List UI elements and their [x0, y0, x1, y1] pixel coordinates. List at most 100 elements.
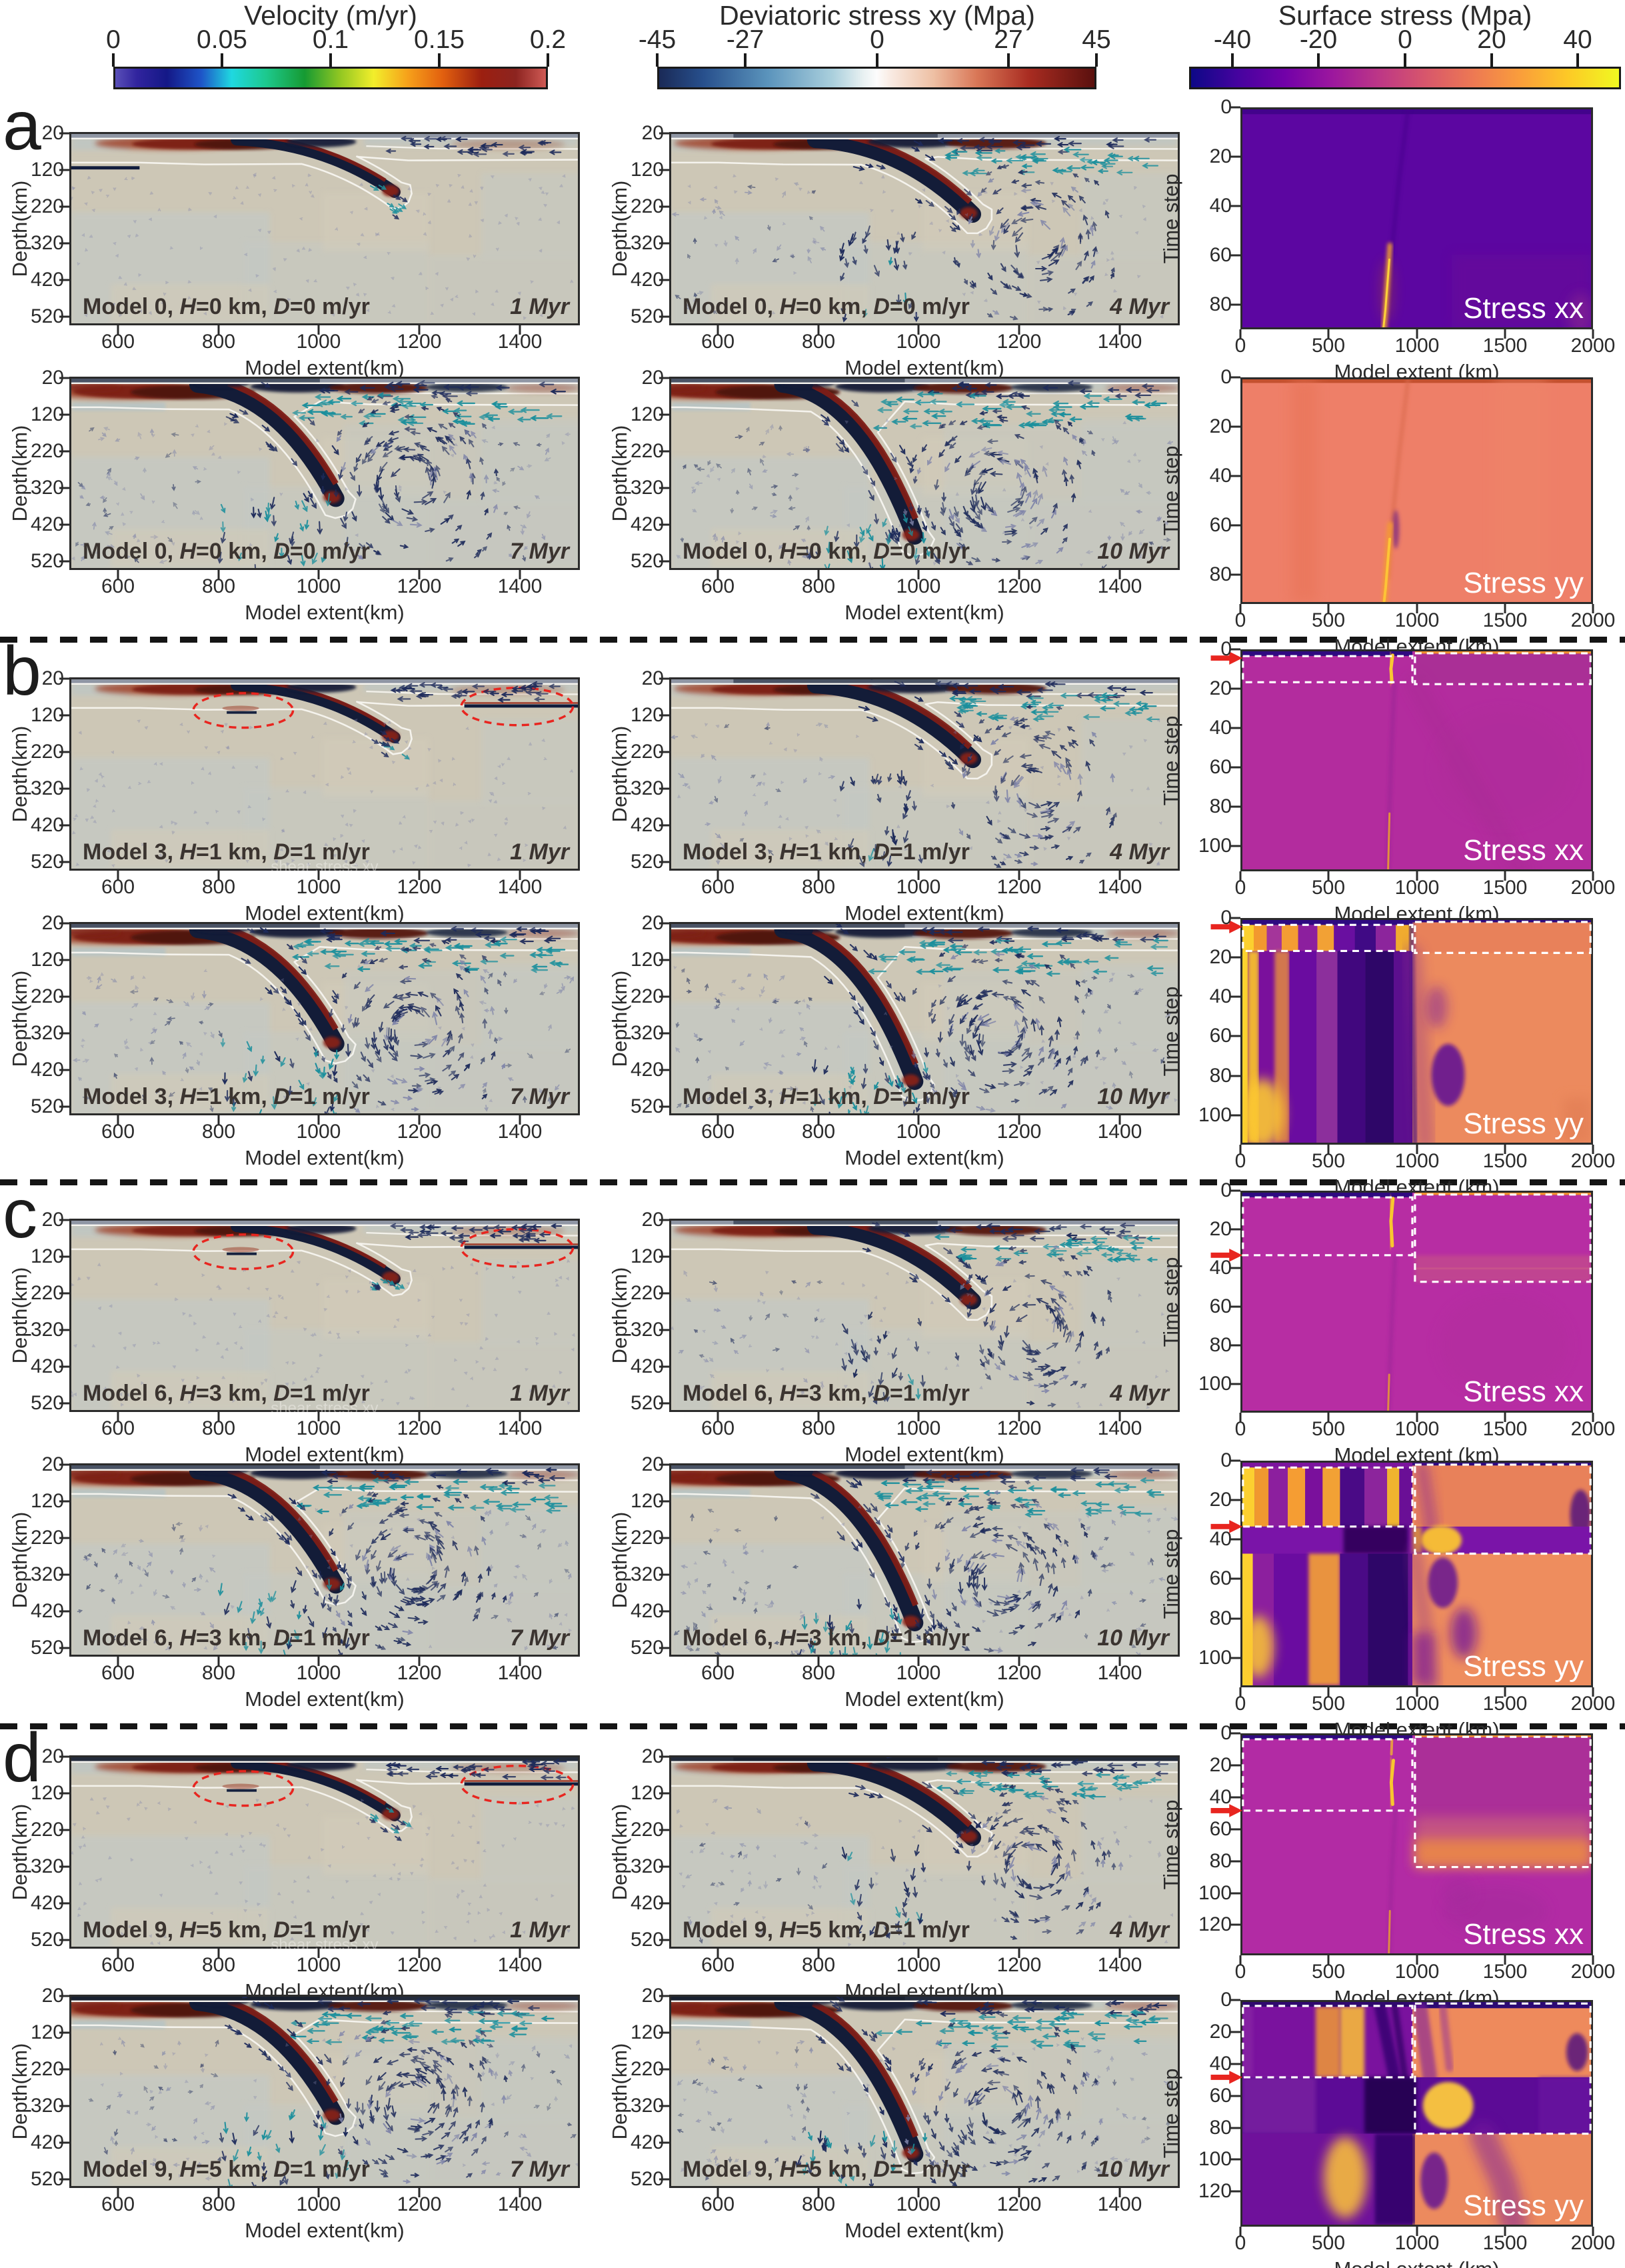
cross-panel-c-7Myr[interactable]: Depth(km) Model 6, H=3 km, D=1 m/yr 7 My… — [8, 1453, 580, 1711]
y-tick-mark — [1230, 254, 1240, 257]
model-label: Model 3, H=1 km, D=1 m/yr — [83, 1084, 370, 1110]
y-tick-label: 420 — [630, 1600, 664, 1622]
y-tick-mark — [1230, 1657, 1240, 1659]
y-tick-label: 320 — [630, 777, 664, 799]
y-tick-mark — [1230, 727, 1240, 729]
model-d-value: =0 m/yr — [289, 294, 370, 319]
cross-panel-a-10Myr[interactable]: Depth(km) Model 0, H=0 km, D=0 m/yr 10 M… — [608, 367, 1180, 624]
model-d-symbol: D — [873, 539, 890, 564]
x-tick-mark — [117, 570, 119, 579]
colorbar-title: Deviatoric stress xy (Mpa) — [719, 0, 1035, 31]
x-tick-label: 0 — [1234, 2232, 1246, 2254]
y-tick-label: 20 — [1209, 2021, 1232, 2043]
y-axis-label: Time step — [1159, 986, 1182, 1077]
y-tick-label: 40 — [1209, 465, 1232, 487]
cross-panel-a-7Myr[interactable]: Depth(km) Model 0, H=0 km, D=0 m/yr 7 My… — [8, 367, 580, 624]
y-tick-label: 120 — [630, 159, 664, 181]
cross-panel-c-4Myr[interactable]: Depth(km) Model 6, H=3 km, D=1 m/yr 4 My… — [608, 1209, 1180, 1466]
y-tick-label: 120 — [630, 949, 664, 971]
y-tick-label: 520 — [630, 550, 664, 572]
colorbar-tick-label: 45 — [1082, 25, 1111, 54]
y-tick-mark — [59, 279, 69, 281]
cross-panel-b-10Myr[interactable]: Depth(km) Model 3, H=1 km, D=1 m/yr 10 M… — [608, 912, 1180, 1169]
y-tick-mark — [59, 2068, 69, 2071]
y-tick-mark — [659, 1255, 669, 1258]
cross-panel-c-10Myr[interactable]: Depth(km) Model 6, H=3 km, D=1 m/yr 10 M… — [608, 1453, 1180, 1711]
y-tick-label: 40 — [1209, 1786, 1232, 1808]
x-tick-label: 0 — [1234, 1693, 1246, 1715]
x-tick-mark — [1416, 329, 1418, 339]
model-prefix: Model 0, — [83, 294, 180, 319]
model-h-symbol: H — [779, 2157, 797, 2182]
colorbar-velocity: Velocity (m/yr) 0 0.05 0.1 0.15 0.2 — [0, 0, 1625, 93]
y-tick-mark — [659, 1402, 669, 1405]
watermark-text: shear stress xy — [271, 1937, 379, 1949]
x-tick-mark — [117, 1657, 119, 1666]
x-axis-label: Model extent(km) — [245, 601, 405, 624]
y-tick-mark — [1230, 1923, 1240, 1926]
y-tick-label: 20 — [41, 912, 64, 934]
cross-panel-d-10Myr[interactable]: Depth(km) Model 9, H=5 km, D=1 m/yr 10 M… — [608, 1985, 1180, 2242]
y-tick-label: 520 — [30, 851, 64, 873]
x-tick-label: 0 — [1234, 1150, 1246, 1172]
x-tick-mark — [418, 1949, 421, 1958]
colorbar-tick-label: 0.15 — [414, 25, 465, 54]
y-tick-mark — [1230, 1114, 1240, 1117]
y-tick-label: 120 — [1198, 1913, 1232, 1935]
model-d-symbol: D — [273, 294, 290, 319]
y-tick-mark — [1230, 1732, 1240, 1735]
y-tick-mark — [1230, 1538, 1240, 1541]
cross-panel-b-1Myr[interactable]: Depth(km) Model 3, H=1 km, D=1 m/yr 1 My… — [8, 667, 580, 925]
y-tick-label: 320 — [30, 1563, 64, 1585]
cross-panel-a-1Myr[interactable]: Depth(km) Model 0, H=0 km, D=0 m/yr 1 My… — [8, 122, 580, 379]
time-label: 7 Myr — [510, 1625, 569, 1651]
y-tick-label: 220 — [630, 1819, 664, 1841]
y-tick-mark — [1230, 648, 1240, 651]
cross-panel-b-7Myr[interactable]: Depth(km) Model 3, H=1 km, D=1 m/yr 7 My… — [8, 912, 580, 1169]
y-tick-mark — [59, 377, 69, 379]
cross-panel-c-1Myr[interactable]: Depth(km) Model 6, H=3 km, D=1 m/yr 1 My… — [8, 1209, 580, 1466]
y-tick-mark — [59, 1105, 69, 1108]
model-h-symbol: H — [779, 539, 797, 564]
y-tick-label: 60 — [1209, 244, 1232, 266]
y-tick-label: 320 — [630, 1855, 664, 1877]
y-tick-mark — [1230, 845, 1240, 847]
y-tick-mark — [59, 2141, 69, 2144]
y-tick-label: 120 — [30, 1782, 64, 1804]
cross-panel-b-4Myr[interactable]: Depth(km) Model 3, H=1 km, D=1 m/yr 4 My… — [608, 667, 1180, 925]
y-tick-label: 100 — [1198, 1647, 1232, 1669]
model-d-symbol: D — [273, 1917, 290, 1943]
y-tick-label: 40 — [1209, 195, 1232, 217]
y-tick-label: 20 — [641, 1209, 664, 1231]
heatmap-panel-d-stress-yy[interactable]: Time step Stress yy Model extent (km) 0 2… — [1159, 1989, 1615, 2268]
x-tick-mark — [1239, 1145, 1242, 1154]
y-tick-label: 20 — [1209, 415, 1232, 437]
colorbar-tick-mark — [1007, 53, 1010, 67]
cross-panel-d-4Myr[interactable]: Depth(km) Model 9, H=5 km, D=1 m/yr 4 My… — [608, 1745, 1180, 2003]
y-tick-mark — [1230, 2063, 1240, 2065]
y-tick-mark — [1230, 155, 1240, 158]
model-d-value: =1 m/yr — [289, 1917, 370, 1943]
x-tick-mark — [1018, 570, 1020, 579]
colorbar-tick-label: 0 — [106, 25, 121, 54]
cross-panel-d-7Myr[interactable]: Depth(km) Model 9, H=5 km, D=1 m/yr 7 My… — [8, 1985, 580, 2242]
y-tick-mark — [1230, 995, 1240, 998]
model-h-value: =3 km, — [796, 1625, 874, 1651]
y-tick-label: 20 — [41, 1985, 64, 2007]
y-tick-mark — [59, 1755, 69, 1758]
cross-panel-d-1Myr[interactable]: Depth(km) Model 9, H=5 km, D=1 m/yr 1 My… — [8, 1745, 580, 2003]
heatmap-field — [1210, 649, 1593, 871]
model-label: Model 0, H=0 km, D=0 m/yr — [83, 539, 370, 565]
y-tick-mark — [659, 2031, 669, 2034]
heatmap-field — [1210, 1733, 1593, 1955]
model-d-value: =0 m/yr — [889, 294, 970, 319]
cross-panel-a-4Myr[interactable]: Depth(km) Model 0, H=0 km, D=0 m/yr 4 My… — [608, 122, 1180, 379]
x-axis-label: Model extent(km) — [844, 356, 1004, 379]
